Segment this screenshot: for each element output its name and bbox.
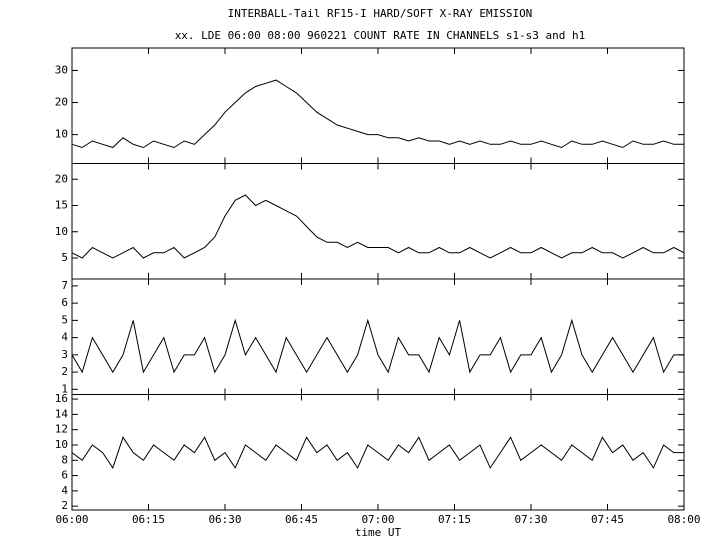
series-line [71, 436, 684, 470]
y-tick-label: 3 [61, 348, 68, 361]
y-tick-label: 2 [61, 365, 68, 378]
y-tick-label: 5 [61, 251, 68, 264]
x-tick-label: 07:30 [514, 513, 547, 526]
series-line [71, 194, 685, 259]
y-tick-label: 6 [61, 296, 68, 309]
series-line [71, 318, 684, 374]
y-tick-label: 16 [55, 392, 68, 405]
y-tick-label: 8 [61, 453, 68, 466]
y-tick-label: 6 [61, 469, 68, 482]
y-tick-label: 1 [61, 382, 68, 395]
x-tick-label: 06:15 [132, 513, 165, 526]
y-tick-label: 10 [55, 438, 68, 451]
x-tick-label: 06:30 [208, 513, 241, 526]
chart-title: INTERBALL-Tail RF15-I HARD/SOFT X-RAY EM… [228, 7, 533, 20]
y-tick-label: 20 [55, 96, 68, 109]
panel-frame [71, 163, 685, 280]
panel-frame [71, 47, 685, 164]
y-tick-label: 15 [55, 199, 68, 212]
x-tick-label: 07:15 [438, 513, 471, 526]
y-tick-label: 10 [55, 128, 68, 141]
series-line [71, 79, 684, 149]
y-tick-label: 20 [55, 172, 68, 185]
x-axis-label: time UT [355, 526, 402, 539]
x-tick-label: 06:45 [285, 513, 318, 526]
y-tick-label: 5 [61, 313, 68, 326]
y-tick-label: 2 [61, 499, 68, 512]
y-tick-label: 4 [61, 484, 68, 497]
x-tick-label: 07:45 [591, 513, 624, 526]
chart-subtitle: xx. LDE 06:00 08:00 960221 COUNT RATE IN… [175, 29, 586, 42]
x-tick-label: 06:00 [55, 513, 88, 526]
y-tick-label: 7 [61, 279, 68, 292]
y-tick-label: 4 [61, 331, 68, 344]
y-tick-label: 30 [55, 63, 68, 76]
y-tick-label: 10 [55, 225, 68, 238]
y-tick-label: 14 [55, 407, 69, 420]
y-tick-label: 12 [55, 423, 68, 436]
x-tick-label: 07:00 [361, 513, 394, 526]
x-tick-label: 08:00 [667, 513, 700, 526]
